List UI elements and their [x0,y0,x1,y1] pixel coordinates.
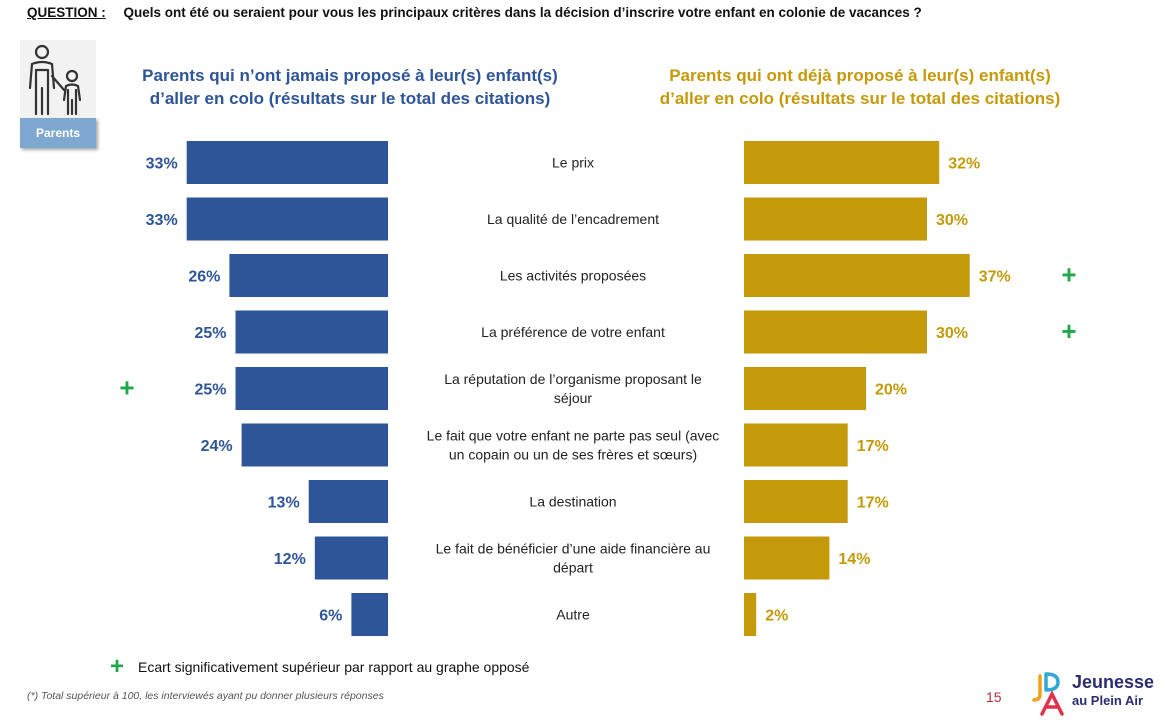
left-bar [229,254,388,297]
logo-line2: au Plein Air [1072,693,1144,708]
left-value-label: 26% [188,269,220,286]
parents-icon-wrap [20,40,98,120]
left-value-label: 33% [146,212,178,229]
question-tag: QUESTION : [27,5,106,20]
parents-badge: Parents [20,118,96,148]
left-bar [235,367,388,410]
legend: + Ecart significativement supérieur par … [110,653,530,680]
left-bar [314,536,388,580]
right-value-label: 30% [936,325,968,342]
category-label: La préférence de votre enfant [481,324,665,340]
right-bar [744,423,848,467]
brand-logo: Jeunesse au Plein Air [1030,668,1166,718]
left-value-label: 33% [146,156,178,173]
category-label: Le fait de bénéficier d’une aide financi… [436,541,711,557]
legend-plus-icon: + [110,653,125,680]
left-value-label: 25% [194,382,226,399]
left-value-label: 24% [201,438,233,455]
right-value-label: 17% [857,495,889,512]
footnote: (*) Total supérieur à 100, les interview… [27,690,384,702]
question-text: Quels ont été ou seraient pour vous les … [123,5,922,20]
logo-line1: Jeunesse [1072,672,1155,692]
left-bar [235,310,388,354]
left-value-label: 25% [194,325,226,342]
right-header-line1: Parents qui ont déjà proposé à leur(s) e… [669,66,1051,85]
right-bar [744,593,757,636]
right-bar [744,367,866,410]
category-label: départ [553,560,593,576]
left-bar [241,423,388,467]
parent-child-icon [20,40,96,120]
category-label: un copain ou un de ses frères et sœurs) [449,447,697,463]
right-bar [744,254,970,297]
left-header-line2: d’aller en colo (résultats sur le total … [149,89,551,108]
right-bar [744,480,848,523]
question: QUESTION : Quels ont été ou seraient pou… [27,5,922,20]
left-bar [351,593,388,636]
right-header-line2: d’aller en colo (résultats sur le total … [659,89,1061,108]
right-value-label: 32% [948,156,980,173]
left-value-label: 13% [268,495,300,512]
right-value-label: 20% [875,382,907,399]
category-label: séjour [554,390,592,406]
left-bar [186,197,388,241]
category-label: Le prix [552,155,594,171]
right-bar [744,141,940,184]
right-bar [744,197,927,241]
right-significance-plus-icon: + [1061,260,1076,290]
category-label: Autre [556,607,590,623]
page-number: 15 [986,689,1002,705]
left-value-label: 6% [319,608,342,625]
left-significance-plus-icon: + [119,373,134,403]
left-bar [308,480,388,523]
left-header: Parents qui n’ont jamais proposé à leur(… [110,64,590,110]
left-bar [186,141,388,184]
right-significance-plus-icon: + [1061,316,1076,346]
right-bar [744,310,927,354]
right-bar [744,536,830,580]
category-label: Le fait que votre enfant ne parte pas se… [427,428,720,444]
right-value-label: 30% [936,212,968,229]
jpa-logo-icon [1032,672,1064,716]
legend-text: Ecart significativement supérieur par ra… [138,659,530,675]
category-label: La destination [529,494,616,510]
category-label: Les activités proposées [500,268,646,284]
left-header-line1: Parents qui n’ont jamais proposé à leur(… [142,66,558,85]
right-value-label: 17% [857,438,889,455]
right-header: Parents qui ont déjà proposé à leur(s) e… [610,64,1110,110]
left-value-label: 12% [274,551,306,568]
right-value-label: 2% [765,608,788,625]
right-value-label: 37% [979,269,1011,286]
right-value-label: 14% [838,551,870,568]
category-label: La qualité de l’encadrement [487,211,659,227]
category-label: La réputation de l’organisme proposant l… [444,371,702,387]
